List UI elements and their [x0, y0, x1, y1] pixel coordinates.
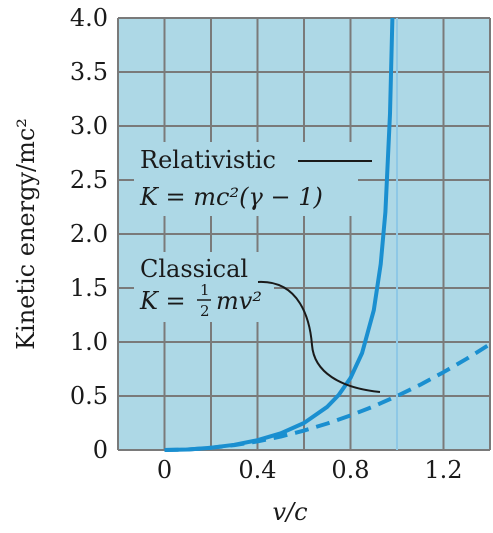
classical-formula-lhs: K =: [139, 287, 186, 315]
x-tick-label: 0.8: [331, 456, 369, 484]
classical-curve: [164, 342, 492, 452]
curves: [164, 17, 492, 452]
y-tick-label: 3.0: [70, 112, 108, 140]
classical-leader-line: [257, 280, 381, 393]
y-tick-label: 4.0: [70, 4, 108, 32]
y-tick-label: 0.5: [70, 382, 108, 410]
y-tick-label: 1.5: [70, 274, 108, 302]
x-axis-ticks: 0 0.4 0.8 1.2: [157, 456, 463, 484]
y-tick-label: 0: [93, 436, 108, 464]
classical-formula-numerator: 1: [200, 281, 210, 299]
relativistic-label-bg: [134, 142, 358, 216]
x-tick-label: 0.4: [238, 456, 276, 484]
classical-formula-rhs: mv²: [216, 287, 262, 315]
relativistic-formula: K = mc²(γ − 1): [139, 183, 323, 211]
y-axis-title: Kinetic energy/mc²: [12, 118, 40, 350]
classical-annotation: Classical K = 1 2 mv²: [134, 252, 381, 393]
relativistic-annotation: Relativistic K = mc²(γ − 1): [134, 142, 372, 216]
x-tick-label: 1.2: [424, 456, 462, 484]
y-axis-ticks: 0 0.5 1.0 1.5 2.0 2.5 3.0 3.5 4.0: [70, 4, 108, 464]
y-tick-label: 3.5: [70, 58, 108, 86]
relativistic-label: Relativistic: [140, 146, 276, 174]
x-axis-title: v/c: [272, 498, 307, 526]
y-tick-label: 1.0: [70, 328, 108, 356]
y-tick-label: 2.5: [70, 166, 108, 194]
classical-label-bg: [134, 252, 274, 322]
classical-formula-denominator: 2: [200, 302, 210, 320]
x-tick-label: 0: [157, 456, 172, 484]
relativistic-curve: [164, 17, 395, 452]
y-tick-label: 2.0: [70, 220, 108, 248]
classical-label: Classical: [140, 255, 248, 283]
